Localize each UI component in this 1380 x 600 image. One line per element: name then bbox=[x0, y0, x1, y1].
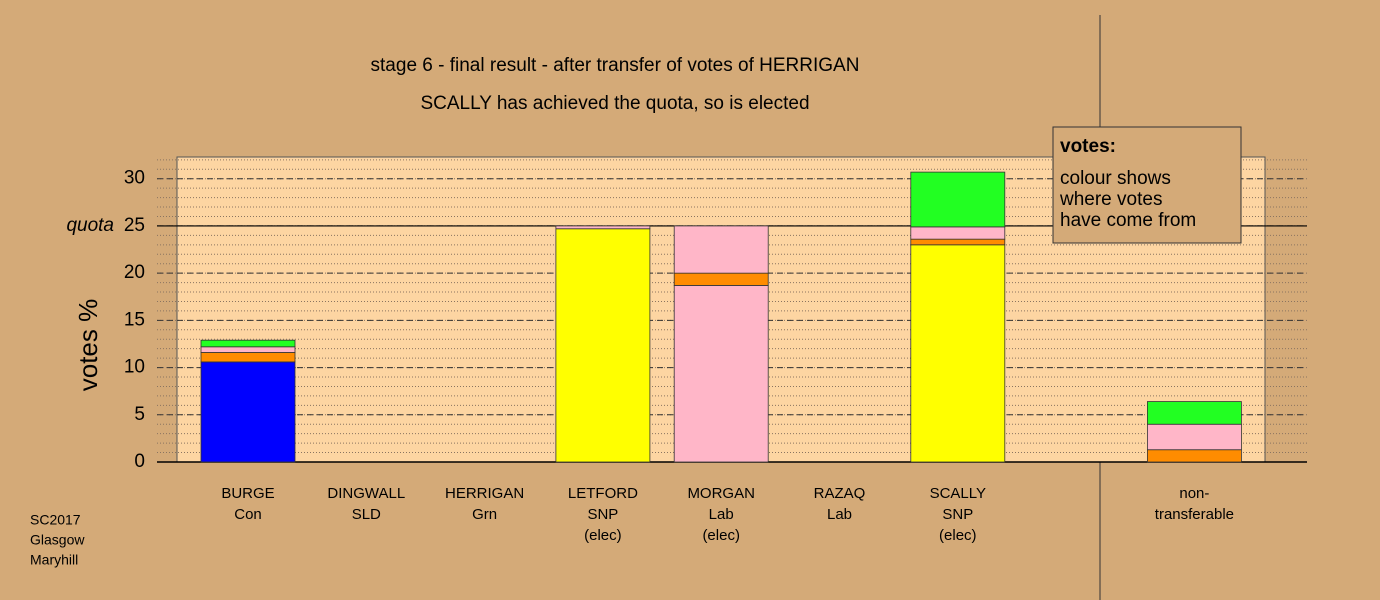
chart-title: stage 6 - final result - after transfer … bbox=[371, 55, 860, 76]
x-tick-label: RAZAQ bbox=[814, 485, 866, 502]
x-tick-label: BURGE bbox=[221, 485, 274, 502]
quota-label: quota bbox=[66, 215, 114, 236]
bar-segment bbox=[200, 346, 296, 353]
legend-text: where votes bbox=[1059, 189, 1162, 210]
x-tick-label: SCALLY bbox=[930, 485, 986, 502]
x-tick-label: Grn bbox=[472, 506, 497, 523]
chart-subtitle: SCALLY has achieved the quota, so is ele… bbox=[420, 93, 809, 114]
x-tick-label: DINGWALL bbox=[327, 485, 405, 502]
bar-segment bbox=[910, 244, 1006, 463]
x-tick-label: Lab bbox=[827, 506, 852, 523]
bar-segment bbox=[555, 225, 651, 230]
x-tick-label: SNP bbox=[587, 506, 618, 523]
x-tick-label: HERRIGAN bbox=[445, 485, 524, 502]
bar-segment bbox=[673, 285, 769, 463]
y-tick-label: 5 bbox=[134, 404, 145, 425]
y-tick-label: 30 bbox=[124, 168, 145, 189]
source-note: SC2017 bbox=[30, 512, 81, 528]
bar-segment bbox=[200, 361, 296, 463]
bar-segment bbox=[910, 226, 1006, 240]
x-tick-label: non- bbox=[1179, 485, 1209, 502]
bar-segment bbox=[1147, 423, 1242, 451]
bar-segment bbox=[200, 352, 296, 363]
bar-segment bbox=[910, 238, 1006, 246]
x-tick-label: (elec) bbox=[584, 527, 622, 544]
x-tick-label: transferable bbox=[1155, 506, 1234, 523]
y-tick-label: 15 bbox=[124, 309, 145, 330]
bar-segment bbox=[200, 339, 296, 348]
x-tick-label: Lab bbox=[709, 506, 734, 523]
x-tick-label: LETFORD bbox=[568, 485, 638, 502]
bar-segment bbox=[555, 228, 651, 463]
legend-text: colour shows bbox=[1060, 168, 1171, 189]
bar-segment bbox=[673, 272, 769, 286]
y-tick-label: 20 bbox=[124, 262, 145, 283]
x-tick-label: (elec) bbox=[702, 527, 740, 544]
legend-box bbox=[1052, 126, 1242, 244]
x-tick-label: MORGAN bbox=[687, 485, 755, 502]
source-note: Glasgow bbox=[30, 532, 85, 548]
bar-segment bbox=[1147, 401, 1242, 425]
bar-segment bbox=[910, 171, 1006, 228]
legend-text: have come from bbox=[1060, 210, 1196, 231]
bar-segment bbox=[1147, 449, 1242, 463]
legend-title: votes: bbox=[1060, 136, 1116, 157]
x-tick-label: Con bbox=[234, 506, 262, 523]
y-tick-label: 0 bbox=[134, 451, 145, 472]
x-tick-label: SLD bbox=[352, 506, 381, 523]
y-tick-label: 25 bbox=[124, 215, 145, 236]
bar-segment bbox=[673, 225, 769, 274]
x-tick-label: SNP bbox=[942, 506, 973, 523]
y-axis-label: votes % bbox=[73, 299, 103, 392]
x-tick-label: (elec) bbox=[939, 527, 977, 544]
y-tick-label: 10 bbox=[124, 357, 145, 378]
source-note: Maryhill bbox=[30, 552, 78, 568]
